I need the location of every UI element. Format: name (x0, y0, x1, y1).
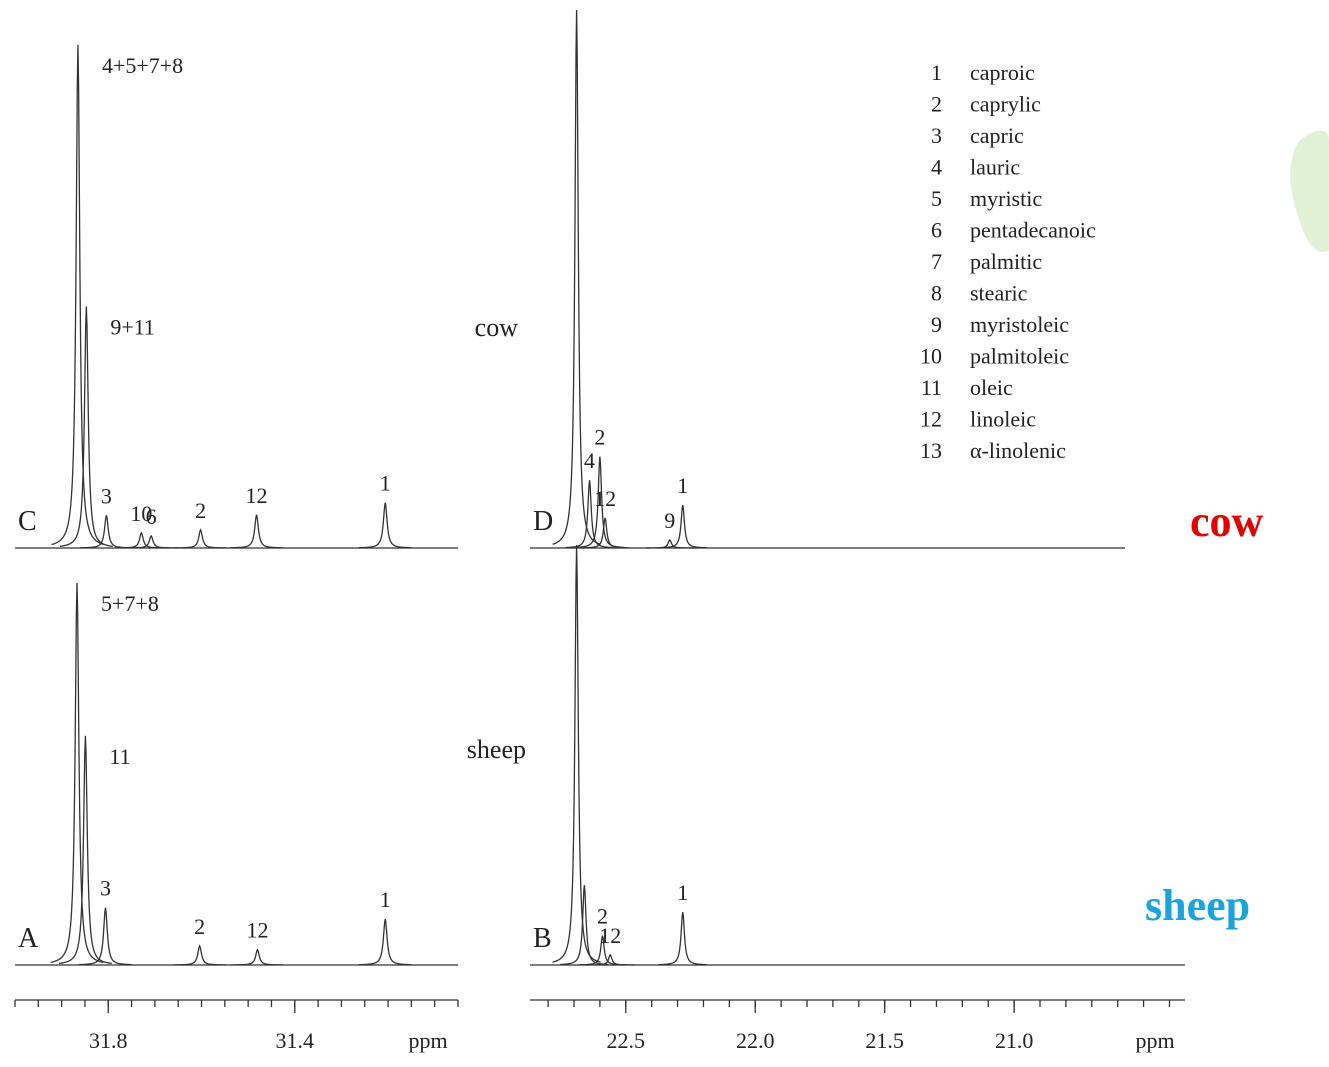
peak-label: 4+5+7+8 (102, 53, 183, 78)
peak-label: 2 (194, 914, 205, 939)
decoration (1290, 130, 1329, 252)
peak-label: 3 (100, 876, 111, 901)
x-tick-label: 22.5 (607, 1028, 646, 1053)
peak (552, 544, 601, 963)
peak (79, 907, 132, 966)
peak-label: 2 (195, 498, 206, 523)
spectrum-label: D (533, 506, 553, 537)
legend-name: caproic (970, 60, 1035, 85)
legend-name: myristoleic (970, 312, 1069, 337)
legend-number: 2 (931, 92, 942, 117)
legend-name: caprylic (970, 92, 1041, 117)
peak-label: 5+7+8 (101, 591, 159, 616)
legend-name: oleic (970, 375, 1013, 400)
legend-number: 7 (931, 249, 942, 274)
spectrum-label: A (18, 923, 39, 954)
peak (552, 9, 601, 545)
x-tick-label: 31.8 (89, 1028, 128, 1053)
legend-number: 1 (931, 60, 942, 85)
x-tick-label: 22.0 (736, 1028, 775, 1053)
x-tick-label: 31.4 (276, 1028, 315, 1053)
peak (174, 528, 227, 549)
peak (124, 534, 178, 549)
x-axis-label: ppm (1135, 1028, 1174, 1053)
peak-label: 3 (101, 483, 112, 508)
spectrum-label: B (533, 923, 552, 954)
x-axis-label: ppm (408, 1028, 447, 1053)
legend-name: palmitic (970, 249, 1042, 274)
spectrum-label: C (18, 506, 37, 537)
legend-name: linoleic (970, 407, 1036, 432)
x-tick-label: 21.0 (995, 1028, 1034, 1053)
peak-label: 12 (594, 486, 616, 511)
peak (50, 582, 104, 964)
peak (173, 944, 227, 966)
legend-name: pentadecanoic (970, 218, 1096, 243)
peak-label: 12 (246, 483, 268, 508)
peak-label: 1 (677, 880, 688, 905)
peak (560, 885, 609, 966)
legend-name: lauric (970, 155, 1020, 180)
species-label: sheep (1145, 881, 1250, 930)
peak-label: 1 (677, 473, 688, 498)
legend-number: 6 (931, 218, 942, 243)
peak (59, 306, 113, 547)
legend-number: 13 (920, 438, 942, 463)
peak-label: 12 (599, 923, 621, 948)
peak-label: 12 (246, 918, 268, 943)
peak (658, 911, 707, 966)
legend-number: 9 (931, 312, 942, 337)
peak (79, 515, 133, 549)
peak-label: 2 (597, 904, 608, 929)
legend-number: 11 (921, 375, 942, 400)
legend-name: α-linolenic (970, 438, 1066, 463)
peak (565, 480, 614, 549)
peak (658, 504, 707, 549)
peak (586, 953, 635, 966)
peak (581, 517, 630, 549)
peak-label: 6 (146, 504, 157, 529)
peak-label: 10 (130, 501, 152, 526)
annotation: sheep (467, 735, 526, 764)
peak (358, 502, 412, 549)
peak (645, 538, 694, 549)
peak-label: 2 (594, 425, 605, 450)
legend-number: 3 (931, 123, 942, 148)
peak (230, 514, 283, 549)
peak-label: 1 (380, 887, 391, 912)
legend-number: 8 (931, 281, 942, 306)
legend-name: stearic (970, 281, 1028, 306)
annotation: cow (475, 313, 519, 342)
peak-label: 11 (109, 744, 130, 769)
peak-label: 9+11 (110, 315, 155, 340)
peak-label: 4 (584, 448, 595, 473)
legend-number: 4 (931, 155, 942, 180)
peak-label: 9 (664, 508, 675, 533)
peak-label: 1 (380, 471, 391, 496)
legend-name: myristic (970, 186, 1042, 211)
peak (231, 948, 284, 966)
species-label: cow (1190, 497, 1264, 546)
peak (114, 531, 168, 549)
legend-number: 10 (920, 344, 942, 369)
x-tick-label: 21.5 (865, 1028, 904, 1053)
legend-name: palmitoleic (970, 344, 1069, 369)
legend-name: capric (970, 123, 1024, 148)
peak (51, 44, 105, 546)
legend-number: 5 (931, 186, 942, 211)
legend-number: 12 (920, 407, 942, 432)
peak (358, 919, 412, 966)
peak (58, 735, 112, 965)
